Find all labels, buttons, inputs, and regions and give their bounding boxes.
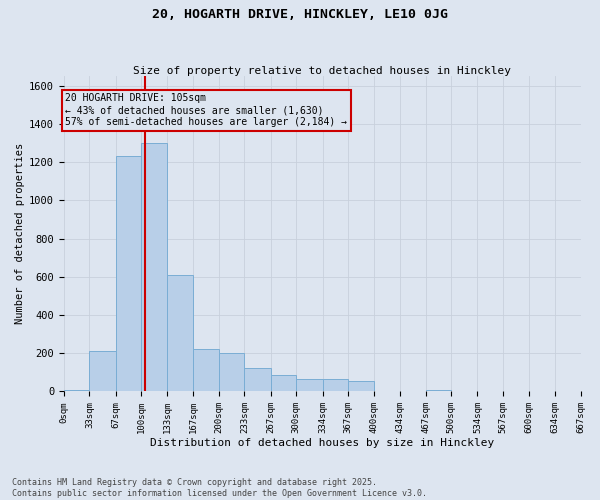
Bar bbox=[425, 390, 451, 392]
Bar bbox=[193, 350, 219, 392]
Text: 20 HOGARTH DRIVE: 105sqm
← 43% of detached houses are smaller (1,630)
57% of sem: 20 HOGARTH DRIVE: 105sqm ← 43% of detach… bbox=[65, 94, 347, 126]
Bar bbox=[116, 156, 142, 392]
Bar bbox=[348, 381, 374, 392]
Bar bbox=[271, 375, 296, 392]
Text: Contains HM Land Registry data © Crown copyright and database right 2025.
Contai: Contains HM Land Registry data © Crown c… bbox=[12, 478, 427, 498]
Text: 20, HOGARTH DRIVE, HINCKLEY, LE10 0JG: 20, HOGARTH DRIVE, HINCKLEY, LE10 0JG bbox=[152, 8, 448, 20]
Bar bbox=[244, 368, 271, 392]
Title: Size of property relative to detached houses in Hinckley: Size of property relative to detached ho… bbox=[133, 66, 511, 76]
Bar bbox=[296, 379, 323, 392]
Bar bbox=[64, 390, 89, 392]
X-axis label: Distribution of detached houses by size in Hinckley: Distribution of detached houses by size … bbox=[150, 438, 494, 448]
Bar bbox=[89, 352, 116, 392]
Bar bbox=[219, 353, 244, 392]
Bar bbox=[142, 143, 167, 392]
Bar bbox=[323, 379, 348, 392]
Bar bbox=[167, 275, 193, 392]
Y-axis label: Number of detached properties: Number of detached properties bbox=[15, 143, 25, 324]
